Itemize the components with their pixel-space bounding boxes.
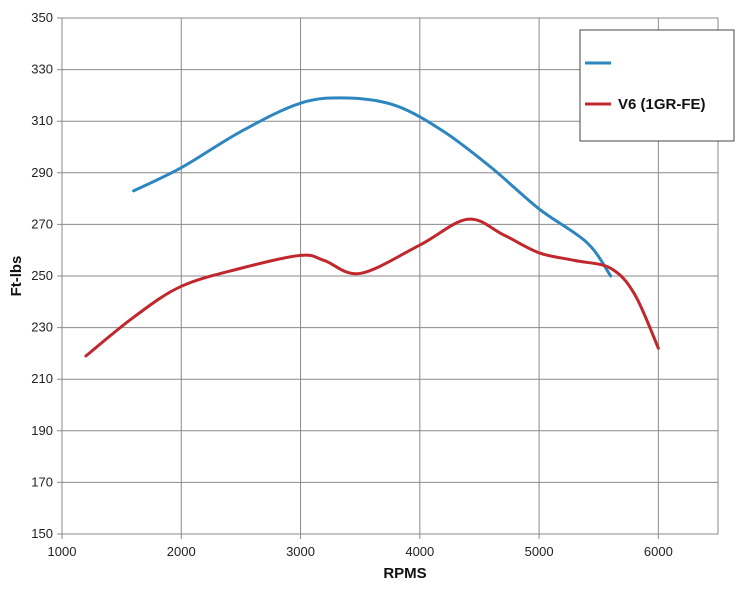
legend: V6 (1GR-FE)	[579, 29, 735, 142]
y-tick-label: 230	[31, 320, 53, 335]
legend-label-series-2: V6 (1GR-FE)	[618, 96, 706, 113]
plot-frame	[61, 17, 719, 535]
y-tick-label: 270	[31, 216, 53, 231]
x-tick-label: 4000	[405, 544, 434, 559]
x-tick-label: 1000	[48, 544, 77, 559]
y-tick-label: 150	[31, 526, 53, 541]
legend-box	[579, 29, 735, 142]
x-axis-title: RPMS	[383, 565, 426, 582]
series	[84, 96, 660, 358]
y-tick-label: 310	[31, 113, 53, 128]
y-tick-label: 250	[31, 268, 53, 283]
x-tick-label: 2000	[167, 544, 196, 559]
y-tick-label: 290	[31, 165, 53, 180]
y-tick-label: 350	[31, 10, 53, 25]
x-tick-label: 3000	[286, 544, 315, 559]
y-tick-label: 170	[31, 474, 53, 489]
y-axis-title: Ft-lbs	[8, 256, 25, 297]
series-line-2	[84, 217, 660, 358]
series-line-1	[132, 96, 613, 278]
y-tick-label: 190	[31, 423, 53, 438]
x-tick-label: 6000	[644, 544, 673, 559]
y-tick-label: 330	[31, 62, 53, 77]
y-tick-label: 210	[31, 371, 53, 386]
x-tick-label: 5000	[525, 544, 554, 559]
tick-labels: 150 170 190 210 230 250 270 290 310 330 350 1000 200…	[31, 10, 673, 559]
